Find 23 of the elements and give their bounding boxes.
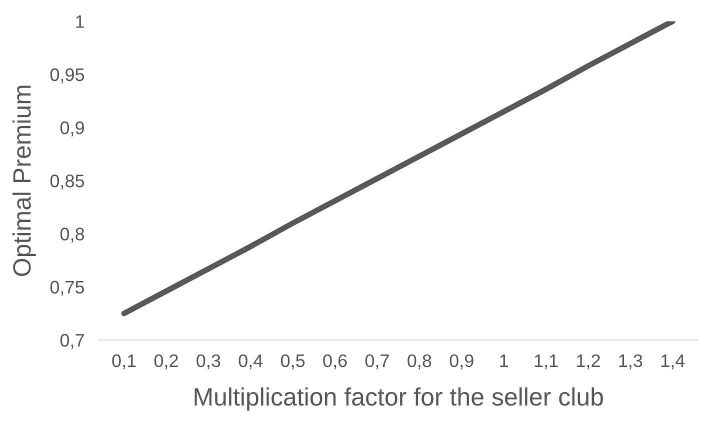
y-tick-label: 0,7 (60, 334, 84, 349)
y-tick-label: 0,75 (50, 280, 84, 296)
y-tick-label: 1 (76, 15, 84, 28)
y-tick-label: 0,95 (50, 68, 84, 84)
x-tick-label: 1,2 (577, 354, 600, 370)
y-tick-label: 0,85 (50, 174, 84, 190)
y-axis-title: Optimal Premium (12, 86, 36, 276)
x-tick-label: 0,4 (238, 354, 263, 370)
x-tick-label: 0,7 (365, 354, 389, 370)
x-tick-label: 0,1 (112, 354, 136, 370)
x-tick-label: 1,1 (534, 354, 558, 370)
x-axis-title: Multiplication factor for the seller club (194, 387, 603, 411)
x-tick-label: 0,6 (323, 354, 347, 370)
y-tick-label: 0,9 (60, 121, 84, 136)
x-tick-label: 0,5 (280, 354, 305, 370)
x-tick-label: 0,8 (408, 354, 432, 370)
x-tick-label: 0,9 (450, 354, 474, 370)
x-tick-label: 0,2 (154, 354, 178, 370)
x-tick-label: 1,3 (619, 354, 642, 370)
x-tick-label: 1 (500, 354, 508, 367)
x-tick-label: 1,4 (661, 354, 685, 370)
y-tick-label: 0,8 (60, 228, 84, 243)
x-tick-label: 0,3 (196, 354, 220, 370)
